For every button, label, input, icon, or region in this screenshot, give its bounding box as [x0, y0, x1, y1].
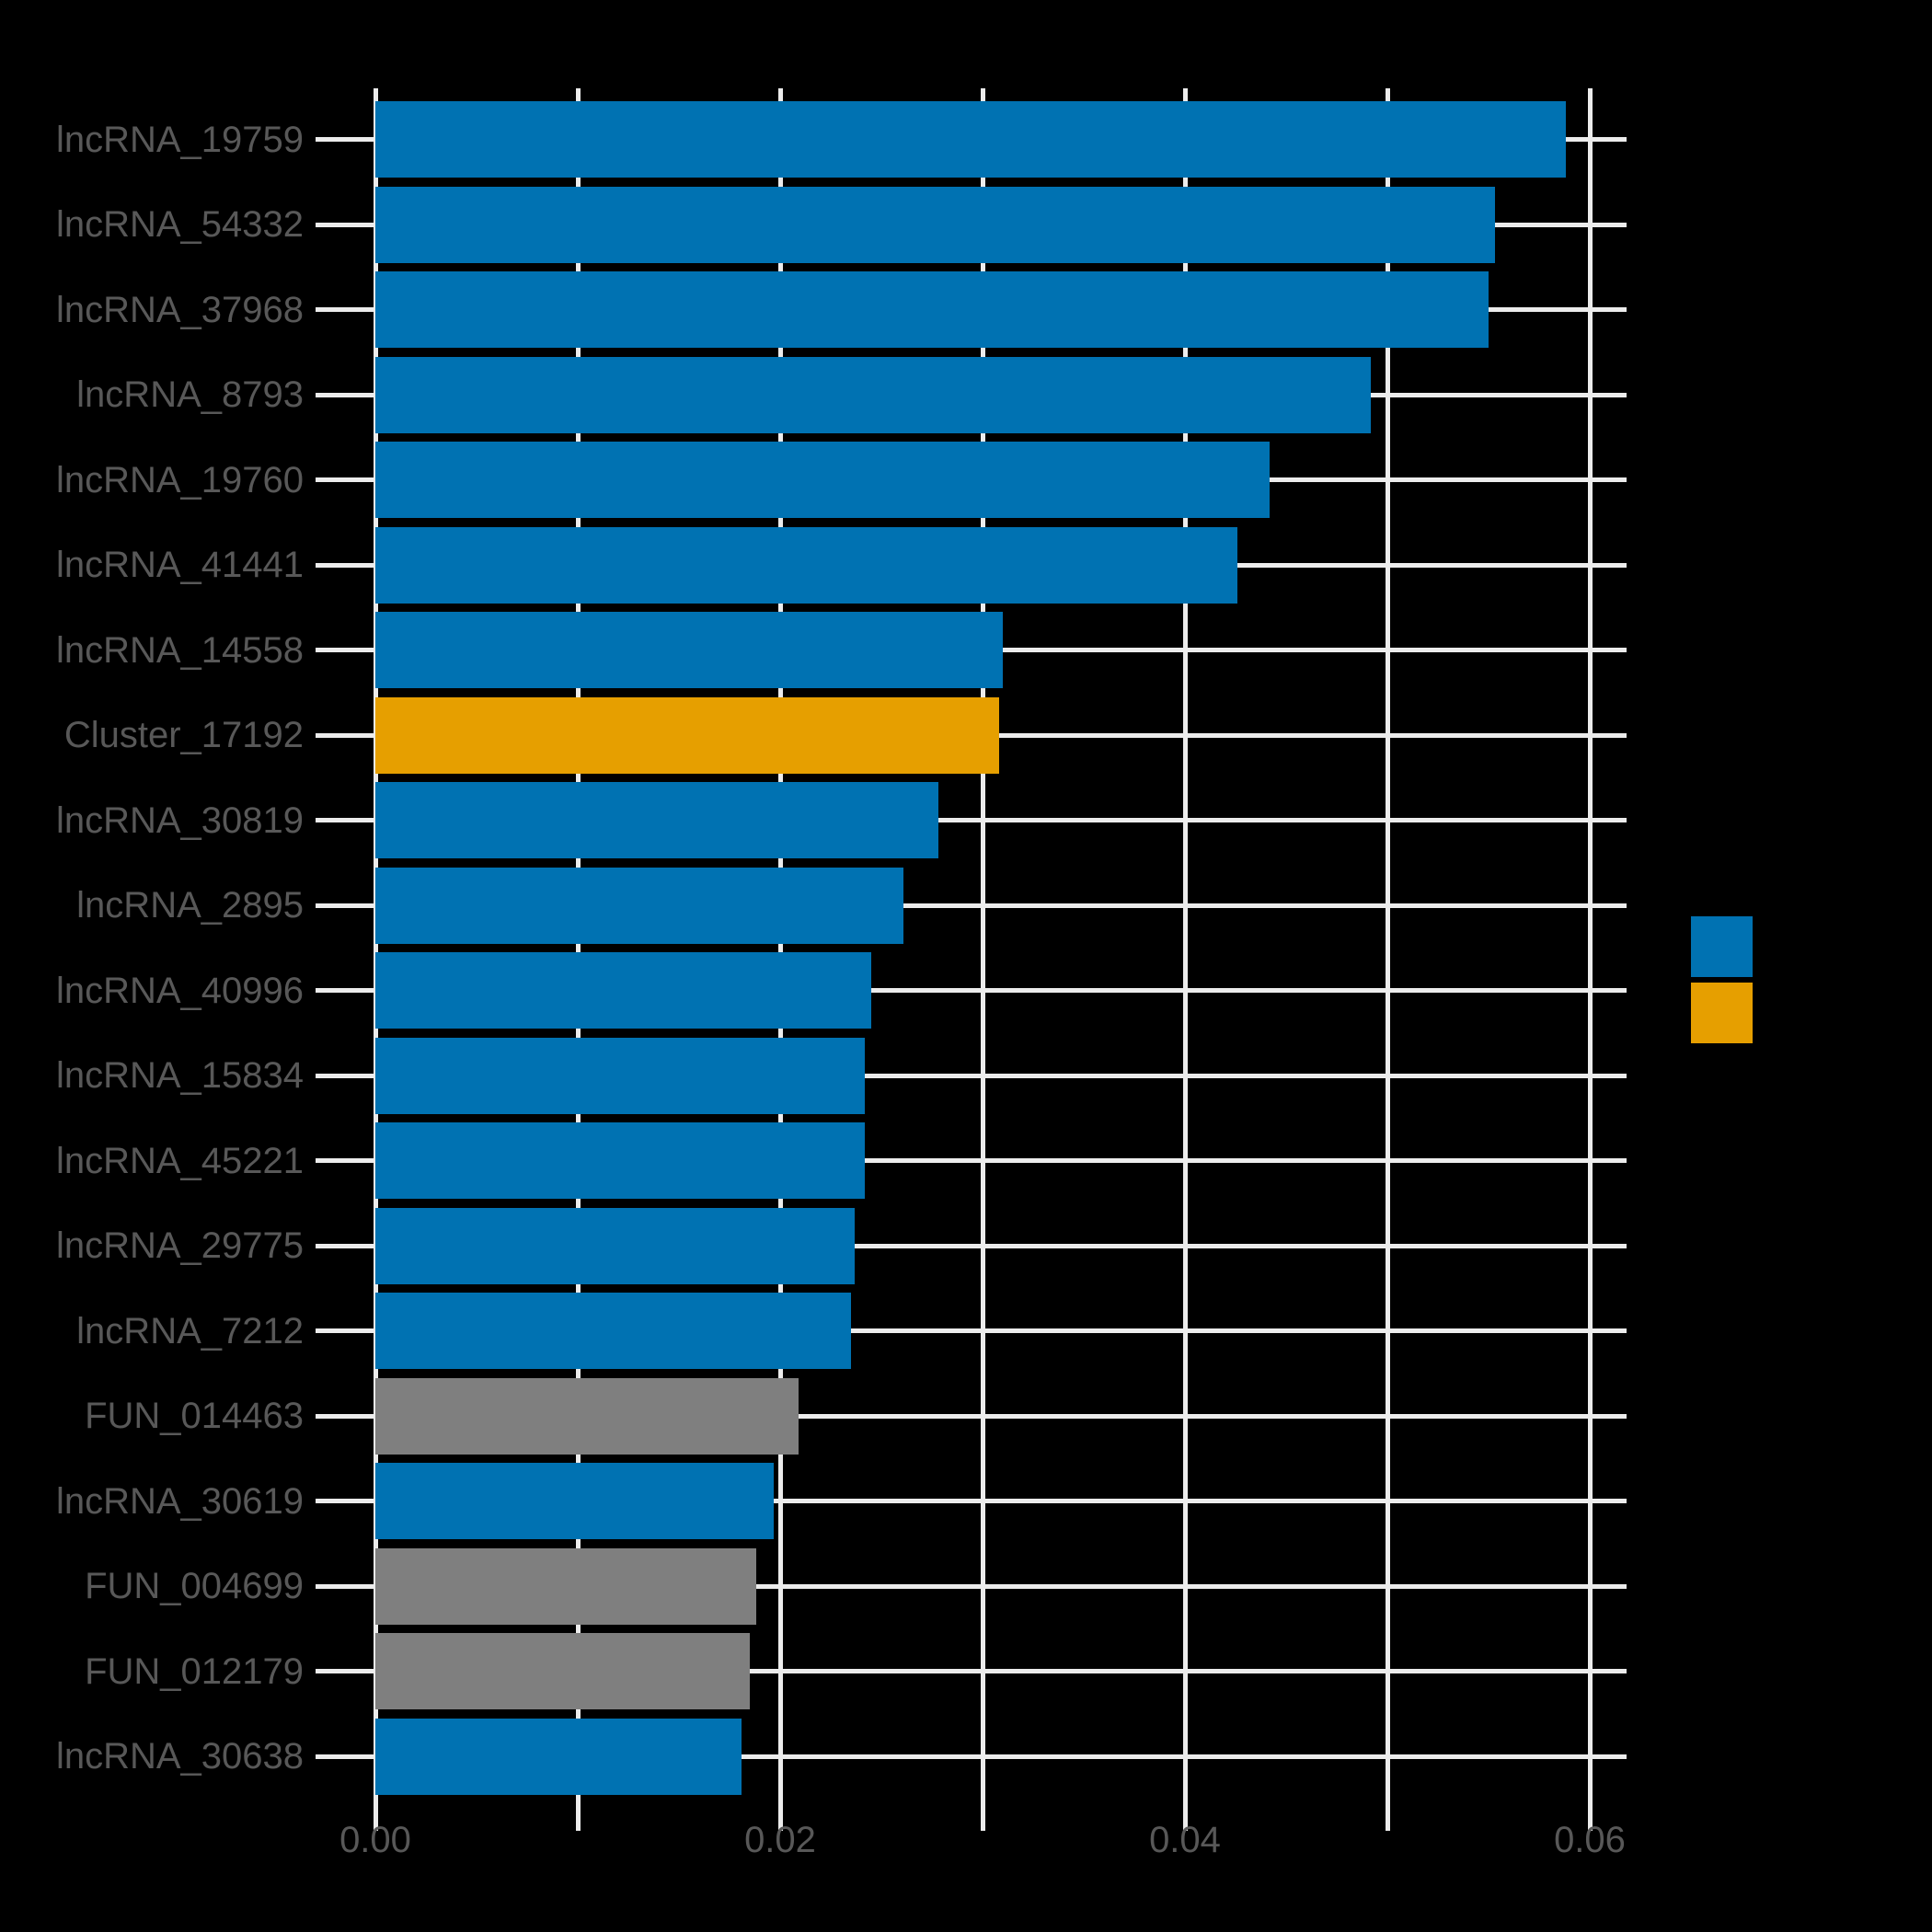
x-axis-tick: [1385, 1807, 1390, 1831]
y-axis-label-lncRNA_8793: lncRNA_8793: [76, 374, 304, 415]
bar-lncRNA_30819: [375, 782, 938, 858]
bar-lncRNA_37968: [375, 271, 1489, 348]
y-gridline: [375, 903, 1627, 908]
y-axis-label-lncRNA_54332: lncRNA_54332: [55, 204, 304, 245]
y-axis-label-FUN_014463: FUN_014463: [85, 1396, 304, 1436]
y-axis-label-lncRNA_19759: lncRNA_19759: [55, 119, 304, 160]
y-axis-label-lncRNA_40996: lncRNA_40996: [55, 970, 304, 1011]
x-axis-tick: [373, 1807, 378, 1831]
y-axis-tick: [316, 562, 375, 568]
y-axis-label-lncRNA_45221: lncRNA_45221: [55, 1140, 304, 1181]
bar-lncRNA_19759: [375, 101, 1566, 178]
bar-lncRNA_54332: [375, 186, 1495, 263]
y-axis-label-lncRNA_2895: lncRNA_2895: [76, 885, 304, 926]
y-axis-tick: [316, 732, 375, 738]
y-axis-tick: [316, 1413, 375, 1419]
bar-lncRNA_14558: [375, 612, 1003, 688]
y-axis-label-lncRNA_30638: lncRNA_30638: [55, 1736, 304, 1777]
bar-lncRNA_41441: [375, 526, 1238, 604]
y-axis-tick: [316, 1073, 375, 1078]
bar-FUN_014463: [375, 1377, 799, 1455]
x-axis-tick: [980, 1807, 985, 1831]
y-axis-label-lncRNA_30619: lncRNA_30619: [55, 1480, 304, 1522]
y-axis-label-Cluster_17192: Cluster_17192: [63, 715, 304, 755]
y-axis-tick: [316, 1243, 375, 1248]
y-axis-tick: [316, 988, 375, 993]
y-axis-label-lncRNA_41441: lncRNA_41441: [55, 545, 304, 585]
y-axis-label-lncRNA_29775: lncRNA_29775: [55, 1225, 304, 1266]
bar-lncRNA_15834: [375, 1037, 866, 1114]
y-axis-tick: [316, 477, 375, 482]
legend-swatch-orange-icon: [1691, 983, 1753, 1043]
y-axis-label-FUN_004699: FUN_004699: [85, 1566, 304, 1606]
x-gridline: [777, 88, 783, 1807]
legend-swatch-blue-icon: [1691, 916, 1753, 977]
y-gridline: [375, 1243, 1627, 1248]
y-axis-tick: [316, 222, 375, 227]
x-axis-tick: [1182, 1807, 1188, 1831]
x-axis-tick: [575, 1807, 581, 1831]
y-axis-label-FUN_012179: FUN_012179: [85, 1650, 304, 1692]
x-axis-label-0.06: 0.06: [1554, 1820, 1626, 1860]
bar-lncRNA_8793: [375, 356, 1372, 433]
y-gridline: [375, 1073, 1627, 1078]
x-axis-tick: [1587, 1807, 1593, 1831]
bar-FUN_004699: [375, 1547, 756, 1625]
bar-lncRNA_30638: [375, 1718, 742, 1795]
bar-lncRNA_45221: [375, 1122, 866, 1199]
y-axis-label-lncRNA_30819: lncRNA_30819: [55, 799, 304, 841]
y-axis-tick: [316, 1669, 375, 1673]
x-axis-tick: [777, 1807, 783, 1831]
bar-lncRNA_2895: [375, 867, 904, 944]
x-gridline: [1385, 88, 1390, 1807]
y-gridline: [375, 1413, 1627, 1419]
y-gridline: [375, 1328, 1627, 1333]
y-axis-tick: [316, 1328, 375, 1333]
y-axis-label-lncRNA_15834: lncRNA_15834: [55, 1055, 304, 1096]
y-axis-label-lncRNA_19760: lncRNA_19760: [55, 459, 304, 500]
y-gridline: [375, 1158, 1627, 1163]
y-gridline: [375, 1583, 1627, 1589]
x-gridline: [1182, 88, 1188, 1807]
bar-lncRNA_40996: [375, 952, 871, 1029]
y-axis-tick: [316, 1499, 375, 1503]
y-gridline: [375, 988, 1627, 993]
y-gridline: [375, 1499, 1627, 1503]
y-axis-tick: [316, 648, 375, 652]
bar-lncRNA_7212: [375, 1293, 851, 1369]
y-gridline: [375, 818, 1627, 822]
bar-lncRNA_30619: [375, 1463, 775, 1539]
x-gridline: [980, 88, 985, 1807]
x-axis-label-0.02: 0.02: [744, 1820, 816, 1860]
y-gridline: [375, 1669, 1627, 1673]
bar-Cluster_17192: [375, 696, 999, 774]
x-gridline: [1587, 88, 1593, 1807]
bar-lncRNA_29775: [375, 1207, 856, 1284]
y-axis-tick: [316, 1158, 375, 1163]
y-axis-label-lncRNA_14558: lncRNA_14558: [55, 629, 304, 671]
x-axis-label-0.04: 0.04: [1149, 1820, 1221, 1860]
y-axis-label-lncRNA_37968: lncRNA_37968: [55, 289, 304, 330]
y-gridline: [375, 732, 1627, 738]
x-axis-label-0.00: 0.00: [339, 1820, 411, 1860]
bar-lncRNA_19760: [375, 442, 1271, 518]
y-axis-tick: [316, 137, 375, 142]
x-gridline: [575, 88, 581, 1807]
y-axis-tick: [316, 818, 375, 822]
y-axis-tick: [316, 903, 375, 908]
y-axis-tick: [316, 1754, 375, 1759]
y-axis-label-lncRNA_7212: lncRNA_7212: [76, 1310, 304, 1351]
y-axis-tick: [316, 307, 375, 312]
y-axis-tick: [316, 1583, 375, 1589]
x-gridline: [373, 88, 378, 1807]
y-gridline: [375, 1754, 1627, 1759]
bar-FUN_012179: [375, 1633, 750, 1709]
y-axis-tick: [316, 392, 375, 397]
plot-area: [373, 88, 1627, 1807]
